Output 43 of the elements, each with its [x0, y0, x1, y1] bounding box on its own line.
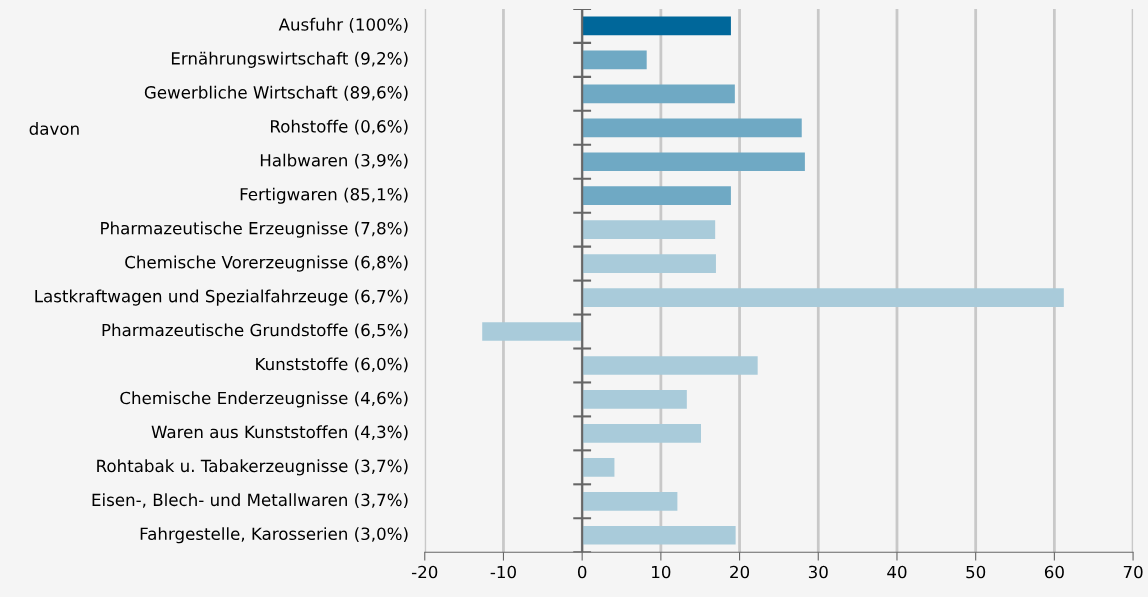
y-tick-label: Lastkraftwagen und Spezialfahrzeuge (6,7%)	[35, 289, 408, 306]
y-tick-label: Fertigwaren (85,1%)	[240, 187, 408, 204]
x-tick-label: 0	[577, 565, 587, 579]
y-tick-label: Halbwaren (3,9%)	[260, 153, 408, 169]
x-tick-label: 60	[1044, 565, 1064, 579]
x-tick-label: 50	[966, 565, 986, 579]
bar	[582, 152, 805, 172]
bar	[582, 390, 687, 409]
bar	[582, 356, 758, 375]
x-tick-label: 20	[730, 565, 750, 579]
y-tick-label: Chemische Enderzeugnisse (4,6%)	[120, 391, 408, 408]
bar	[482, 322, 583, 341]
y-tick-label: Ernährungswirtschaft (9,2%)	[171, 51, 408, 68]
x-tick-label: 70	[1123, 565, 1143, 579]
bar	[582, 220, 716, 239]
y-tick-label: Gewerbliche Wirtschaft (89,6%)	[144, 85, 408, 101]
bar	[582, 118, 802, 138]
x-tick-label: 40	[887, 565, 907, 579]
x-tick-label: 30	[808, 565, 828, 579]
bar	[582, 16, 731, 36]
y-tick-label: Rohstoffe (0,6%)	[271, 119, 408, 135]
y-tick-label: Pharmazeutische Grundstoffe (6,5%)	[102, 323, 408, 339]
bar	[582, 424, 701, 443]
y-tick-label: Chemische Vorerzeugnisse (6,8%)	[125, 255, 408, 272]
y-tick-label: Eisen-, Blech- und Metallwaren (3,7%)	[92, 493, 408, 509]
y-tick-label: Rohtabak u. Tabakerzeugnisse (3,7%)	[97, 459, 408, 476]
y-tick-label: Ausfuhr (100%)	[278, 17, 408, 33]
bar	[582, 458, 615, 477]
bar	[582, 50, 647, 70]
y-tick-label: Fahrgestelle, Karosserien (3,0%)	[140, 527, 408, 544]
bar	[582, 186, 731, 206]
x-tick-label: 10	[652, 565, 671, 579]
bar	[582, 288, 1064, 307]
x-tick-label: -10	[490, 565, 516, 579]
bar	[582, 525, 736, 545]
y-tick-label: Waren aus Kunststoffen (4,3%)	[151, 425, 408, 441]
bar	[582, 491, 678, 511]
bar	[582, 84, 735, 104]
x-tick-label: -20	[411, 565, 438, 579]
text: davon	[29, 122, 79, 135]
y-tick-label: Kunststoffe (6,0%)	[256, 357, 408, 373]
y-tick-label: Pharmazeutische Erzeugnisse (7,8%)	[101, 221, 408, 238]
bar	[582, 254, 716, 273]
